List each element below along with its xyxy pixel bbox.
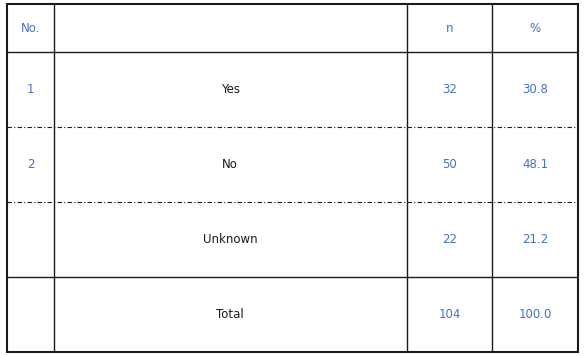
Text: Yes: Yes [221,83,240,96]
Text: Total: Total [216,308,244,321]
Text: 50: 50 [442,158,457,171]
Text: n: n [446,22,453,35]
Text: Unknown: Unknown [203,233,257,246]
Text: 22: 22 [442,233,457,246]
Text: 2: 2 [27,158,34,171]
Text: 100.0: 100.0 [518,308,552,321]
Text: 32: 32 [442,83,457,96]
Text: 48.1: 48.1 [522,158,548,171]
Text: No: No [222,158,238,171]
Text: No.: No. [20,22,40,35]
Text: 104: 104 [438,308,461,321]
Text: 21.2: 21.2 [522,233,548,246]
Text: 30.8: 30.8 [522,83,548,96]
Text: 1: 1 [27,83,34,96]
Text: %: % [529,22,541,35]
